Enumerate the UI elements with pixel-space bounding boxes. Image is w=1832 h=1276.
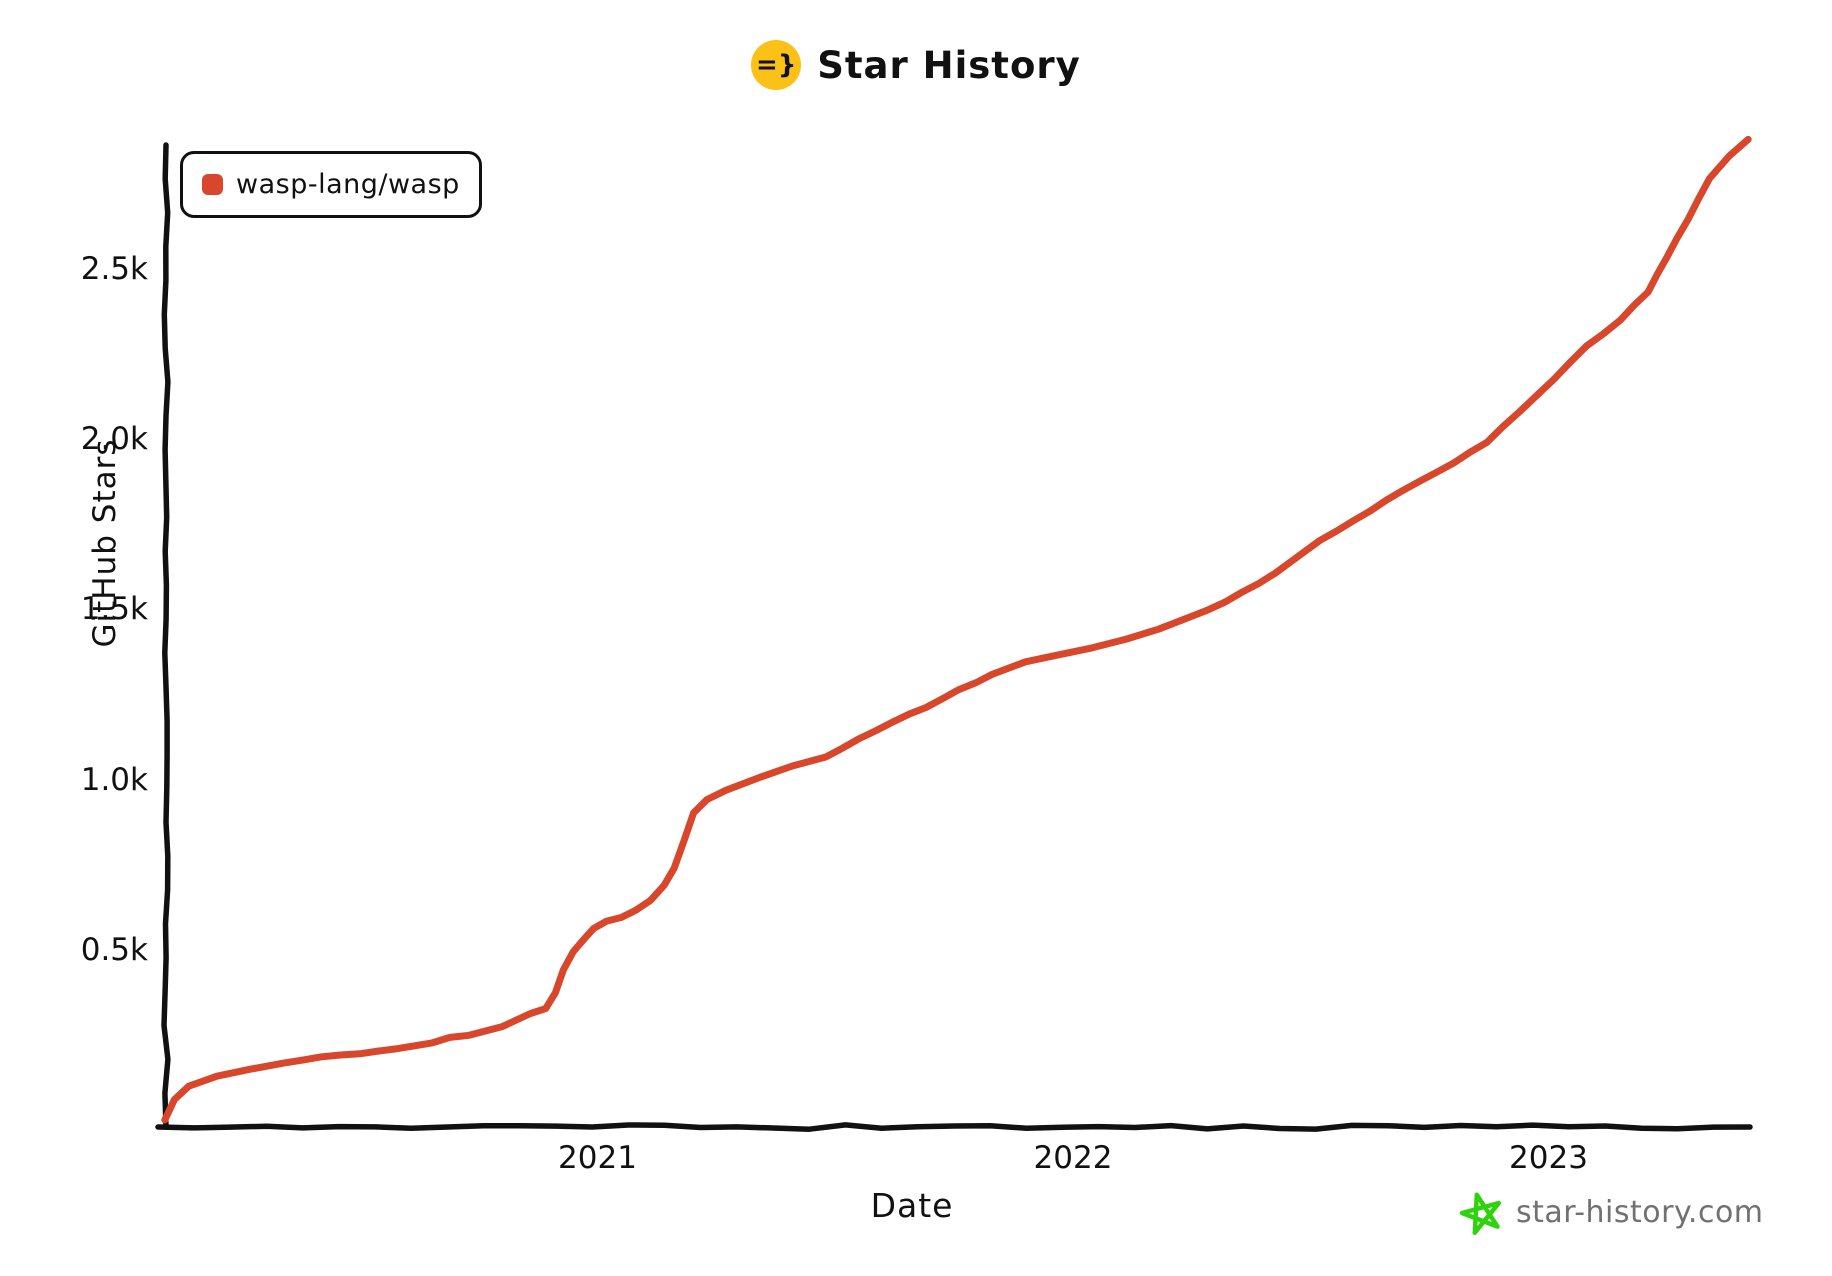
y-tick-label: 1.5k	[80, 591, 148, 628]
page-title: Star History	[817, 43, 1081, 87]
x-axis-title: Date	[870, 1186, 954, 1225]
legend-box: wasp-lang/wasp	[180, 151, 482, 218]
x-tick-label: 2022	[1033, 1140, 1113, 1176]
y-tick-label: 1.0k	[80, 761, 148, 798]
y-tick-label: 2.0k	[80, 421, 148, 457]
y-tick-label: 0.5k	[80, 931, 148, 968]
x-tick-label: 2021	[558, 1140, 637, 1176]
x-tick-label: 2023	[1509, 1140, 1588, 1176]
watermark[interactable]: star-history.com	[1458, 1188, 1764, 1236]
wasp-smiley-icon: =}	[751, 40, 802, 90]
legend-label: wasp-lang/wasp	[236, 169, 460, 200]
star-doodle-icon	[1459, 1192, 1502, 1235]
legend-swatch	[202, 174, 223, 195]
chart-header: =} Star History	[0, 40, 1832, 90]
watermark-link[interactable]: star-history.com	[1516, 1194, 1764, 1230]
y-axis-title: GitHub Stars	[87, 438, 123, 648]
series-line-wasp-lang-wasp	[161, 135, 1752, 1124]
y-axis-line	[161, 142, 171, 1130]
y-tick-label: 2.5k	[80, 250, 148, 287]
x-axis-line	[155, 1122, 1753, 1132]
